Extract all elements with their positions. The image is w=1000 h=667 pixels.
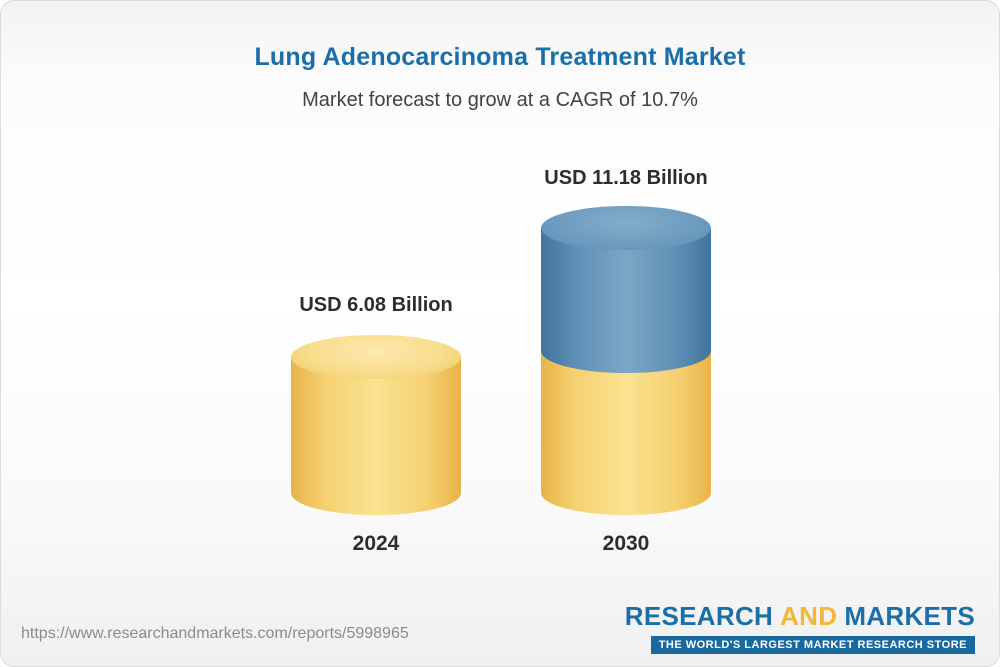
axis-label-2030: 2030 [602,532,650,555]
report-url: https://www.researchandmarkets.com/repor… [21,625,409,642]
brand-logo-text: RESEARCH AND MARKETS [625,601,975,632]
axis-label-2024: 2024 [352,532,400,555]
page-title: Lung Adenocarcinoma Treatment Market [254,43,746,71]
logo-word-research: RESEARCH [624,601,774,631]
bar-2030 [541,206,711,515]
bar-2024-top-cap [291,335,461,379]
brand-tagline: THE WORLD'S LARGEST MARKET RESEARCH STOR… [650,636,975,654]
value-label-2024: USD 6.08 Billion [299,294,453,316]
bar-2024 [291,335,461,515]
logo-word-markets: MARKETS [844,601,975,631]
bar-2030-growth-segment [541,228,711,373]
brand-logo: RESEARCH AND MARKETS THE WORLD'S LARGEST M… [625,601,975,654]
value-label-2030: USD 11.18 Billion [544,167,708,189]
page-subtitle: Market forecast to grow at a CAGR of 10.… [302,89,698,111]
bar-2030-top-cap [541,206,711,250]
bar-2024-body [291,357,461,515]
bar-2030-base-segment [541,351,711,515]
logo-word-and: AND [780,601,838,631]
